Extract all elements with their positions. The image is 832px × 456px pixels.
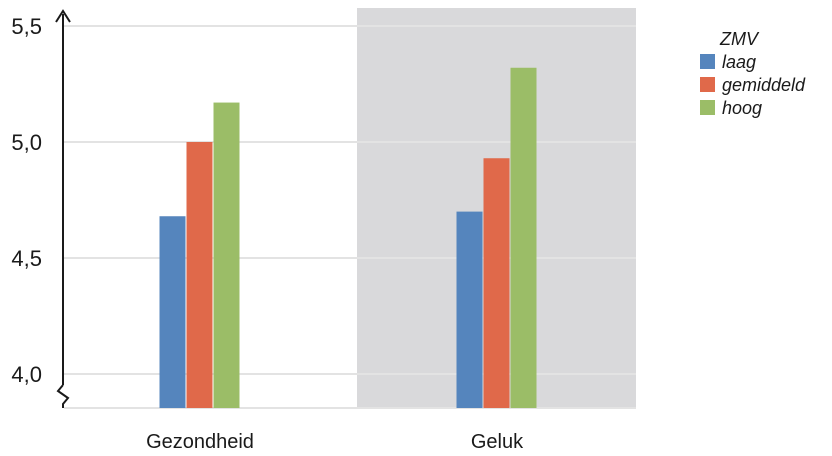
legend-swatch-laag	[700, 54, 715, 69]
legend-label-hoog: hoog	[722, 98, 762, 118]
bar-gezondheid-laag	[159, 216, 186, 408]
bar-gezondheid-hoog	[213, 102, 240, 408]
legend-swatch-gemiddeld	[700, 77, 715, 92]
category-labels: Gezondheid Geluk	[146, 431, 524, 453]
category-label-gezondheid: Gezondheid	[146, 431, 254, 453]
axis-break-icon	[56, 384, 70, 408]
y-tick-label-2: 5,0	[11, 130, 42, 155]
y-tick-label-1: 4,5	[11, 246, 42, 271]
bar-geluk-laag	[456, 211, 483, 408]
legend-title: ZMV	[719, 29, 760, 49]
y-axis-arrow-icon	[55, 9, 71, 23]
legend-swatch-hoog	[700, 100, 715, 115]
y-tick-labels: 4,0 4,5 5,0 5,5	[11, 14, 42, 387]
y-axis	[55, 9, 71, 408]
legend-label-gemiddeld: gemiddeld	[722, 75, 806, 95]
bars	[159, 67, 537, 408]
bar-geluk-gemiddeld	[483, 158, 510, 408]
gridlines	[64, 25, 636, 409]
bar-geluk-hoog	[510, 67, 537, 408]
y-tick-label-3: 5,5	[11, 14, 42, 39]
bar-gezondheid-gemiddeld	[186, 142, 213, 408]
category-label-geluk: Geluk	[471, 431, 524, 453]
legend: ZMV laag gemiddeld hoog	[700, 29, 806, 118]
y-tick-label-0: 4,0	[11, 362, 42, 387]
legend-label-laag: laag	[722, 52, 756, 72]
